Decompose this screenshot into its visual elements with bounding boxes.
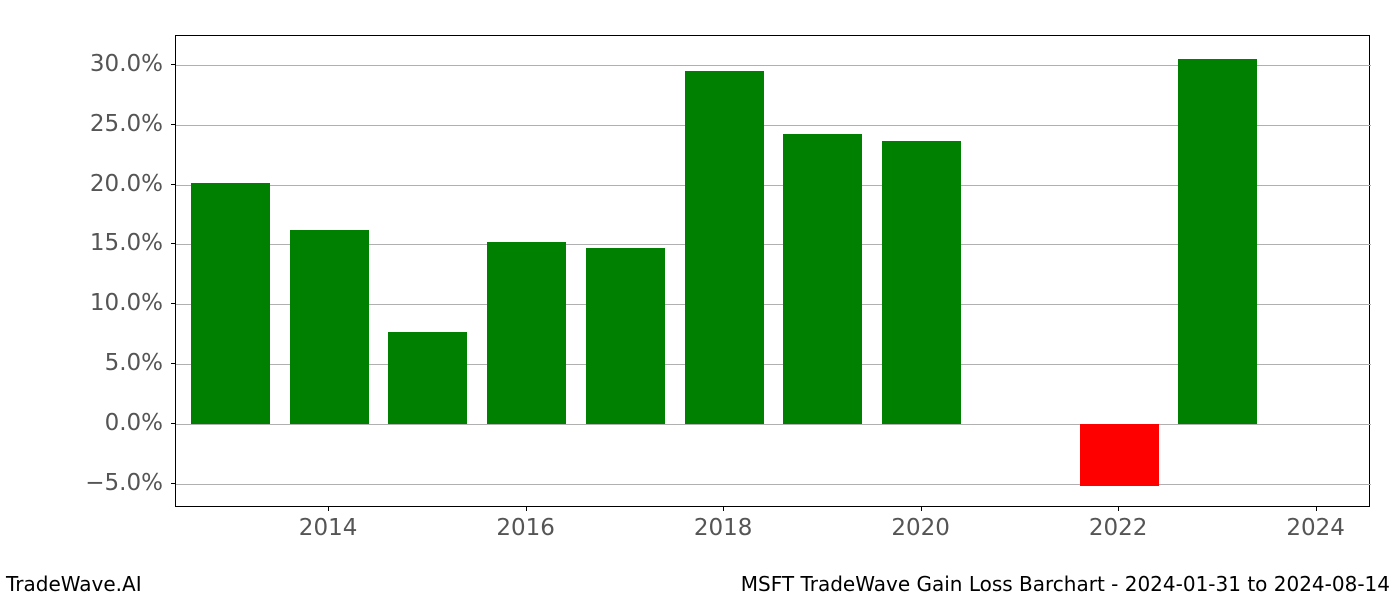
x-tick-mark xyxy=(1316,507,1317,511)
y-tick-label: 10.0% xyxy=(0,290,163,316)
bar xyxy=(586,248,665,424)
bar xyxy=(290,230,369,424)
y-tick-label: 20.0% xyxy=(0,171,163,197)
y-tick-mark xyxy=(171,303,175,304)
footer-caption: MSFT TradeWave Gain Loss Barchart - 2024… xyxy=(741,572,1390,596)
plot-area xyxy=(175,35,1370,507)
bar xyxy=(1080,424,1159,486)
x-tick-label: 2018 xyxy=(694,515,753,541)
bar xyxy=(882,141,961,424)
gridline xyxy=(176,424,1371,425)
x-tick-mark xyxy=(526,507,527,511)
x-tick-mark xyxy=(921,507,922,511)
y-tick-label: 30.0% xyxy=(0,51,163,77)
bar xyxy=(783,134,862,424)
x-tick-mark xyxy=(328,507,329,511)
x-tick-mark xyxy=(1118,507,1119,511)
y-tick-label: 0.0% xyxy=(0,410,163,436)
bar xyxy=(191,183,270,424)
footer-brand: TradeWave.AI xyxy=(6,572,142,596)
y-tick-mark xyxy=(171,483,175,484)
y-tick-mark xyxy=(171,423,175,424)
x-tick-label: 2014 xyxy=(299,515,358,541)
bar xyxy=(685,71,764,424)
x-tick-mark xyxy=(723,507,724,511)
y-tick-label: −5.0% xyxy=(0,470,163,496)
x-tick-label: 2024 xyxy=(1286,515,1345,541)
chart-stage: −5.0% 0.0% 5.0% 10.0% 15.0% 20.0% 25.0% 30.0% 2… xyxy=(0,0,1400,600)
y-tick-mark xyxy=(171,363,175,364)
x-tick-label: 2022 xyxy=(1089,515,1148,541)
bar xyxy=(1178,59,1257,424)
bar xyxy=(388,332,467,424)
y-tick-mark xyxy=(171,243,175,244)
y-tick-label: 15.0% xyxy=(0,230,163,256)
bar xyxy=(487,242,566,424)
y-tick-mark xyxy=(171,124,175,125)
y-tick-mark xyxy=(171,184,175,185)
x-tick-label: 2016 xyxy=(496,515,555,541)
gridline xyxy=(176,484,1371,485)
y-tick-label: 25.0% xyxy=(0,111,163,137)
y-tick-label: 5.0% xyxy=(0,350,163,376)
y-tick-mark xyxy=(171,64,175,65)
x-tick-label: 2020 xyxy=(891,515,950,541)
